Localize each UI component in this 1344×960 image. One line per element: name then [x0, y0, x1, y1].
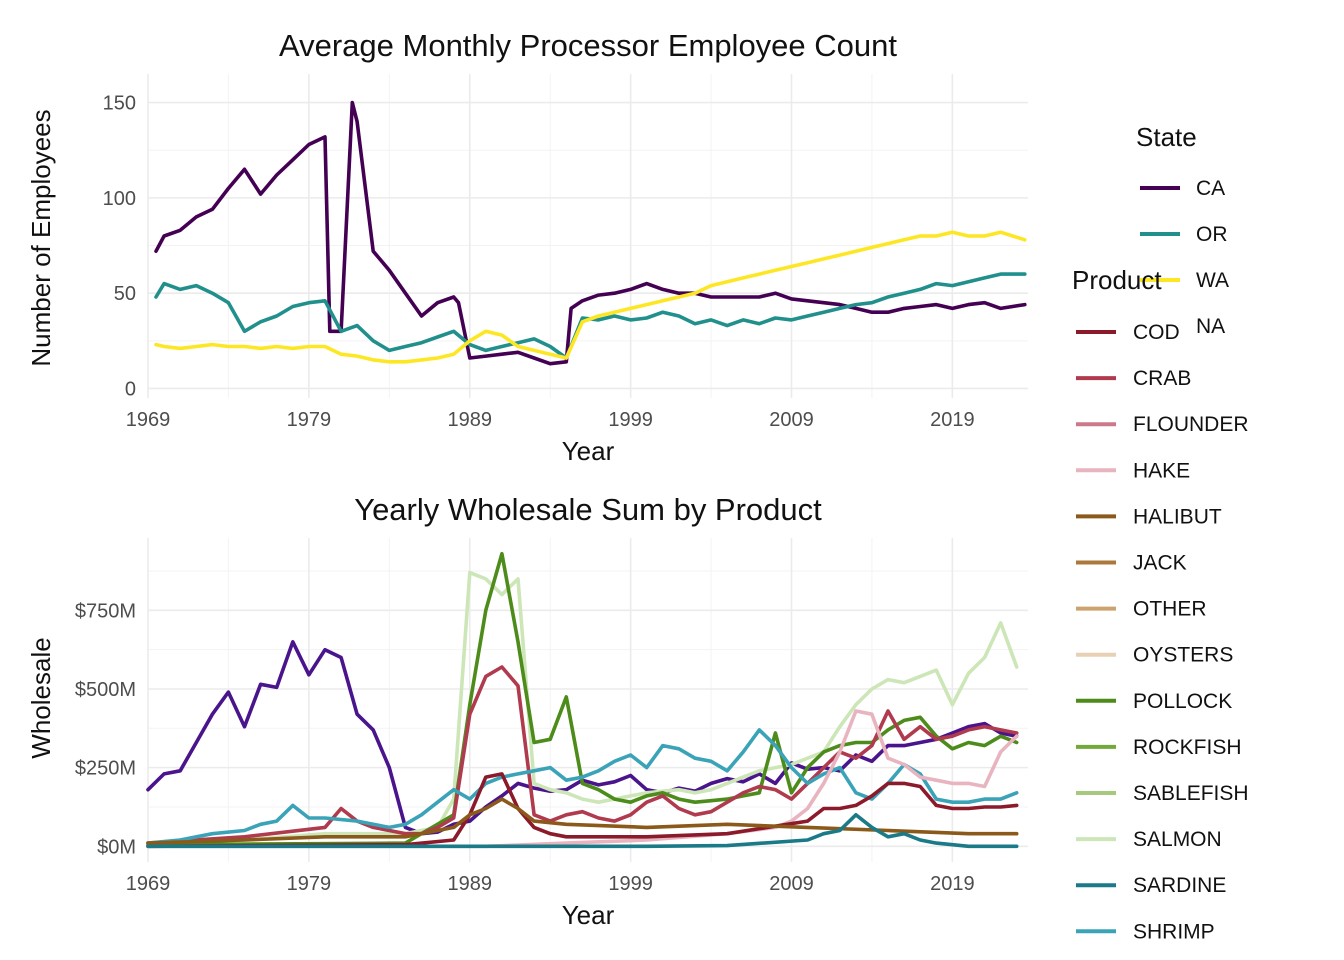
y-axis-title-wholesale: Wholesale	[26, 637, 56, 758]
legend-label-jack: JACK	[1133, 552, 1187, 575]
x-tick-label-wholesale: 1979	[287, 873, 332, 895]
legend-label-flounder: FLOUNDER	[1133, 413, 1249, 436]
legend-label-other: OTHER	[1133, 598, 1207, 621]
x-tick-label-wholesale: 1999	[608, 873, 653, 895]
x-tick-label-employees: 2009	[769, 409, 814, 431]
chart-title-wholesale: Yearly Wholesale Sum by Product	[354, 492, 822, 527]
series-line-wholesale-cod	[146, 772, 1019, 849]
legend-product: COD CRAB FLOUNDER HAKE HALIBUT JACK OTHER OYSTE…	[1072, 265, 1249, 943]
legend-label-rockfish: ROCKFISH	[1133, 736, 1242, 759]
series-line-wholesale-pollock	[146, 551, 1019, 847]
x-tick-label-employees: 1999	[608, 409, 653, 431]
legend-label-crab: CRAB	[1133, 367, 1191, 390]
y-tick-label-wholesale: $500M	[75, 679, 136, 701]
series-line-wholesale-na	[146, 639, 1019, 836]
x-tick-label-employees: 1989	[448, 409, 493, 431]
y-tick-label-employees: 50	[114, 283, 136, 305]
y-tick-label-employees: 100	[103, 188, 136, 210]
legend-label-or: OR	[1196, 223, 1228, 246]
x-tick-label-employees: 2019	[930, 409, 975, 431]
legend-label-sablefish: SABLEFISH	[1133, 782, 1249, 805]
x-axis-title-wholesale: Year	[562, 900, 615, 930]
y-tick-label-employees: 0	[125, 378, 136, 400]
panel-employees: Average Monthly Processor Employee Count…	[26, 28, 1028, 466]
legend-label-na: NA	[1196, 315, 1225, 338]
legend-label-ca: CA	[1196, 177, 1225, 200]
legend-label-sardine: SARDINE	[1133, 874, 1226, 897]
legend-title-product: Product	[1072, 265, 1162, 295]
series-line-employees-ca	[154, 100, 1027, 366]
x-tick-label-employees: 1979	[287, 409, 332, 431]
series-line-wholesale-halibut	[146, 797, 1019, 845]
y-tick-label-employees: 150	[103, 93, 136, 115]
legend-label-oysters: OYSTERS	[1133, 644, 1233, 667]
legend-label-pollock: POLLOCK	[1133, 690, 1232, 713]
legend-label-shrimp: SHRIMP	[1133, 920, 1215, 943]
y-tick-label-wholesale: $750M	[75, 600, 136, 622]
legend-label-salmon: SALMON	[1133, 828, 1222, 851]
x-tick-label-wholesale: 2009	[769, 873, 814, 895]
series-line-employees-or	[154, 272, 1027, 360]
series-line-wholesale-sardine	[146, 812, 1019, 849]
x-axis-title-employees: Year	[562, 436, 615, 466]
legend-label-cod: COD	[1133, 321, 1180, 344]
legend-label-halibut: HALIBUT	[1133, 505, 1222, 528]
x-tick-label-wholesale: 1969	[126, 873, 171, 895]
legend-label-wa: WA	[1196, 269, 1229, 292]
series-line-wholesale-hake	[146, 709, 1019, 849]
y-axis-title-employees: Number of Employees	[26, 109, 56, 366]
x-tick-label-wholesale: 2019	[930, 873, 975, 895]
x-tick-label-wholesale: 1989	[448, 873, 493, 895]
y-tick-label-wholesale: $250M	[75, 758, 136, 780]
series-line-wholesale-salmon	[146, 570, 1019, 845]
chart-title-employees: Average Monthly Processor Employee Count	[279, 28, 897, 63]
legend-state: State CA OR WA NA	[1136, 122, 1229, 338]
y-tick-label-wholesale: $0M	[97, 836, 136, 858]
legend-title-state: State	[1136, 122, 1197, 152]
x-tick-label-employees: 1969	[126, 409, 171, 431]
legend-label-hake: HAKE	[1133, 459, 1190, 482]
series-line-employees-wa	[154, 230, 1027, 364]
panel-wholesale: Yearly Wholesale Sum by Product $0M $250M…	[26, 492, 1028, 930]
